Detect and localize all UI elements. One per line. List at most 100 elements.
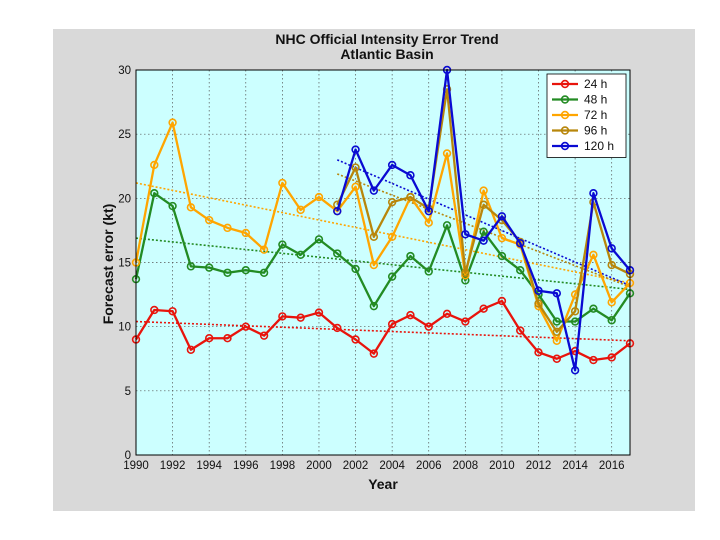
- data-point: [461, 317, 470, 326]
- trend-line-72h: [135, 182, 631, 284]
- data-point: [442, 309, 452, 319]
- data-point: [497, 296, 507, 306]
- figure-background: NHC Official Intensity Error Trend Atlan…: [53, 29, 695, 511]
- data-point: [333, 323, 342, 333]
- data-point: [424, 267, 433, 276]
- data-point: [607, 260, 616, 270]
- data-point: [406, 171, 415, 180]
- x-tick-label: 2004: [379, 460, 405, 472]
- x-tick-label: 1998: [270, 460, 296, 472]
- data-point: [168, 201, 177, 211]
- data-point: [534, 286, 543, 295]
- data-point: [351, 182, 360, 191]
- data-point: [204, 263, 214, 272]
- x-tick-label: 1994: [196, 460, 222, 472]
- data-point: [314, 235, 324, 244]
- data-point: [241, 322, 250, 331]
- x-tick-label: 1990: [123, 460, 149, 472]
- chart-subtitle: Atlantic Basin: [340, 46, 433, 62]
- data-point: [150, 305, 159, 315]
- x-axis-ticks: 1990 1992 1994 1996 1998 2000 2002 2004 2006 2008…: [123, 460, 624, 472]
- x-axis-label: Year: [368, 476, 398, 492]
- data-point: [607, 353, 616, 362]
- data-point: [351, 335, 360, 344]
- data-point: [516, 239, 525, 248]
- plot-border: [135, 69, 631, 456]
- data-point: [406, 251, 415, 261]
- data-point: [387, 160, 397, 170]
- data-point: [497, 233, 507, 243]
- data-point: [296, 313, 305, 322]
- data-point: [259, 268, 269, 277]
- data-point: [570, 307, 580, 316]
- data-point: [442, 149, 452, 158]
- y-axis-ticks: 0 5 10 15 20 25 30: [118, 65, 131, 462]
- data-point: [607, 316, 616, 325]
- data-point: [369, 232, 379, 242]
- data-point: [333, 249, 342, 258]
- data-point: [461, 268, 470, 277]
- data-point: [589, 304, 598, 313]
- data-series: [131, 65, 635, 375]
- data-point: [552, 289, 562, 298]
- legend-label: 96 h: [584, 124, 607, 138]
- data-point: [296, 250, 305, 260]
- data-point: [479, 236, 488, 245]
- data-point: [497, 251, 507, 261]
- data-point: [259, 245, 269, 254]
- data-point: [424, 206, 433, 216]
- data-point: [333, 206, 342, 216]
- data-point: [351, 145, 360, 154]
- y-tick-label: 5: [125, 386, 131, 398]
- x-tick-label: 1992: [160, 460, 186, 472]
- data-point: [424, 322, 433, 331]
- data-point: [223, 334, 232, 343]
- data-point: [278, 240, 287, 249]
- data-point: [241, 228, 250, 238]
- series-line: [134, 121, 631, 342]
- data-point: [607, 244, 616, 253]
- data-point: [223, 223, 232, 233]
- data-point: [552, 336, 562, 345]
- x-tick-label: 2014: [562, 460, 588, 472]
- data-point: [589, 250, 598, 260]
- data-point: [479, 304, 488, 313]
- legend-marker: [560, 79, 570, 89]
- series-48h: [131, 189, 635, 326]
- series-line: [134, 192, 631, 323]
- data-point: [278, 312, 287, 321]
- data-point: [424, 218, 433, 227]
- data-point: [552, 327, 562, 336]
- x-tick-label: 2008: [453, 460, 479, 472]
- data-point: [296, 205, 305, 215]
- data-point: [351, 163, 360, 172]
- data-point: [369, 349, 379, 358]
- legend-marker: [560, 95, 570, 104]
- data-point: [607, 298, 616, 307]
- data-point: [259, 331, 269, 340]
- data-point: [534, 299, 543, 308]
- data-point: [387, 319, 397, 329]
- data-point: [168, 307, 177, 316]
- data-point: [406, 310, 415, 320]
- x-tick-label: 2012: [526, 460, 552, 472]
- y-tick-label: 10: [118, 322, 131, 334]
- x-tick-label: 2010: [489, 460, 515, 472]
- data-point: [186, 203, 196, 212]
- x-tick-label: 2002: [343, 460, 369, 472]
- data-point: [406, 192, 415, 202]
- data-point: [516, 266, 525, 275]
- legend-marker: [560, 126, 570, 135]
- data-point: [186, 345, 196, 354]
- data-point: [150, 160, 159, 170]
- data-point: [150, 189, 159, 198]
- data-point: [241, 266, 250, 275]
- legend-label: 48 h: [584, 93, 607, 107]
- data-point: [589, 355, 598, 365]
- series-line: [336, 68, 631, 372]
- data-point: [479, 227, 488, 236]
- trend-line-48h: [135, 237, 631, 291]
- data-point: [204, 334, 214, 343]
- data-point: [223, 268, 232, 277]
